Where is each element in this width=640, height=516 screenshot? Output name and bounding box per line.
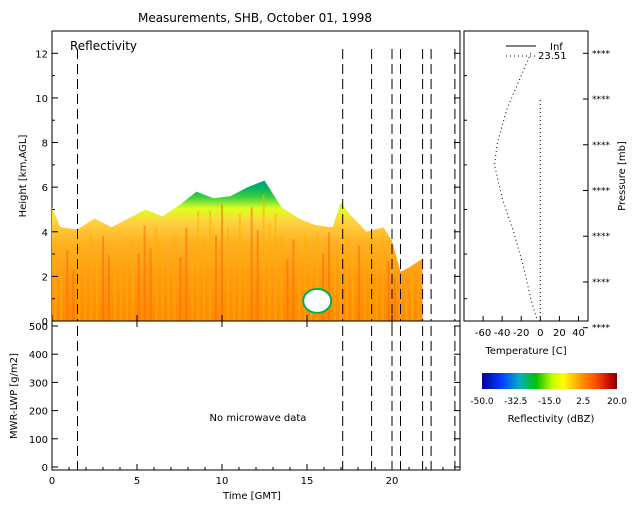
reflectivity-panel: 0 2 4 6 8 10 12 Reflectivity Height [km,AGL] (18, 30, 461, 328)
profile-right-ticks: **** **** **** **** **** **** **** (464, 49, 611, 334)
lwp-y-ticks: 0 100 200 300 400 500 (29, 322, 460, 474)
right-tick-label: **** (592, 278, 611, 288)
y-tick-label: 12 (35, 49, 48, 60)
colorbar-title: Reflectivity (dBZ) (508, 414, 595, 425)
profile-x-ticks: -60 -40 -20 0 20 40 (475, 316, 585, 339)
colorbar-gradient (482, 373, 617, 389)
reflectivity-dashed-lines (77, 49, 456, 321)
figure-title: Measurements, SHB, October 01, 1998 (138, 11, 372, 25)
x-tick-label: -40 (494, 328, 510, 339)
lwp-plot-area (51, 320, 461, 471)
lwp-y-label: MWR-LWP [g/m2] (9, 353, 20, 439)
colorbar-tick-label: 20.0 (607, 397, 627, 407)
y-tick-label: 8 (42, 139, 48, 150)
reflectivity-panel-label: Reflectivity (70, 39, 137, 53)
lwp-dashed-lines (77, 326, 456, 470)
legend-label-0: Inf (550, 42, 563, 53)
legend-label-1: 23.51 (538, 51, 567, 62)
y-tick-label: 2 (42, 272, 48, 283)
echo-gap (303, 288, 332, 313)
profile-x-label: Temperature [C] (484, 346, 566, 357)
reflectivity-y-ticks: 0 2 4 6 8 10 12 (35, 49, 460, 328)
right-tick-label: **** (592, 141, 611, 151)
y-tick-label: 400 (29, 350, 48, 361)
x-tick-label: 0 (537, 328, 543, 339)
reflectivity-echo-field (52, 180, 423, 321)
colorbar-tick-label: -50.0 (470, 397, 494, 407)
x-tick-label: 20 (386, 476, 399, 487)
colorbar-ticks: -50.0 -32.5 -15.0 2.5 20.0 (470, 397, 627, 407)
profile-y-label: Pressure [mb] (617, 141, 628, 211)
y-tick-label: 100 (29, 435, 48, 446)
echo-core-streaks (54, 194, 420, 321)
profile-panel: Inf 23.51 -60 -40 -20 0 20 40 ***************… (463, 30, 628, 357)
y-tick-label: 300 (29, 378, 48, 389)
x-tick-label: -60 (475, 328, 491, 339)
x-tick-label: 5 (134, 476, 140, 487)
lwp-x-ticks: 0 5 10 15 20 (49, 321, 444, 487)
y-tick-label: 500 (29, 322, 48, 333)
right-tick-label: **** (592, 95, 611, 105)
profile-legend: Inf 23.51 (506, 42, 567, 62)
right-tick-label: **** (592, 49, 611, 59)
x-tick-label: 15 (301, 476, 314, 487)
colorbar: -50.0 -32.5 -15.0 2.5 20.0 Reflectivity (dBZ… (470, 373, 627, 425)
x-tick-label: 20 (553, 328, 566, 339)
right-tick-label: **** (592, 187, 611, 197)
x-tick-label: 10 (216, 476, 229, 487)
y-tick-label: 0 (42, 463, 48, 474)
colorbar-tick-label: 2.5 (576, 397, 590, 407)
right-tick-label: **** (592, 232, 611, 242)
colorbar-tick-label: -32.5 (504, 397, 527, 407)
x-tick-label: 40 (572, 328, 585, 339)
x-tick-label: 0 (49, 476, 55, 487)
y-tick-label: 6 (42, 183, 48, 194)
y-tick-label: 4 (42, 228, 48, 239)
profile-plot-area (463, 30, 589, 322)
colorbar-tick-label: -15.0 (538, 397, 562, 407)
y-tick-label: 200 (29, 407, 48, 418)
x-tick-label: -20 (513, 328, 529, 339)
lwp-annotation: No microwave data (210, 413, 307, 424)
echo-gap-edge (302, 287, 333, 314)
right-tick-label: **** (592, 324, 611, 334)
lwp-panel: 0 100 200 300 400 500 0 5 10 15 20 No microwave d… (9, 320, 461, 502)
y-tick-label: 10 (35, 94, 48, 105)
y-tick-label: 0 (42, 317, 48, 328)
reflectivity-y-label: Height [km,AGL] (18, 135, 29, 218)
time-x-label: Time [GMT] (222, 491, 281, 502)
